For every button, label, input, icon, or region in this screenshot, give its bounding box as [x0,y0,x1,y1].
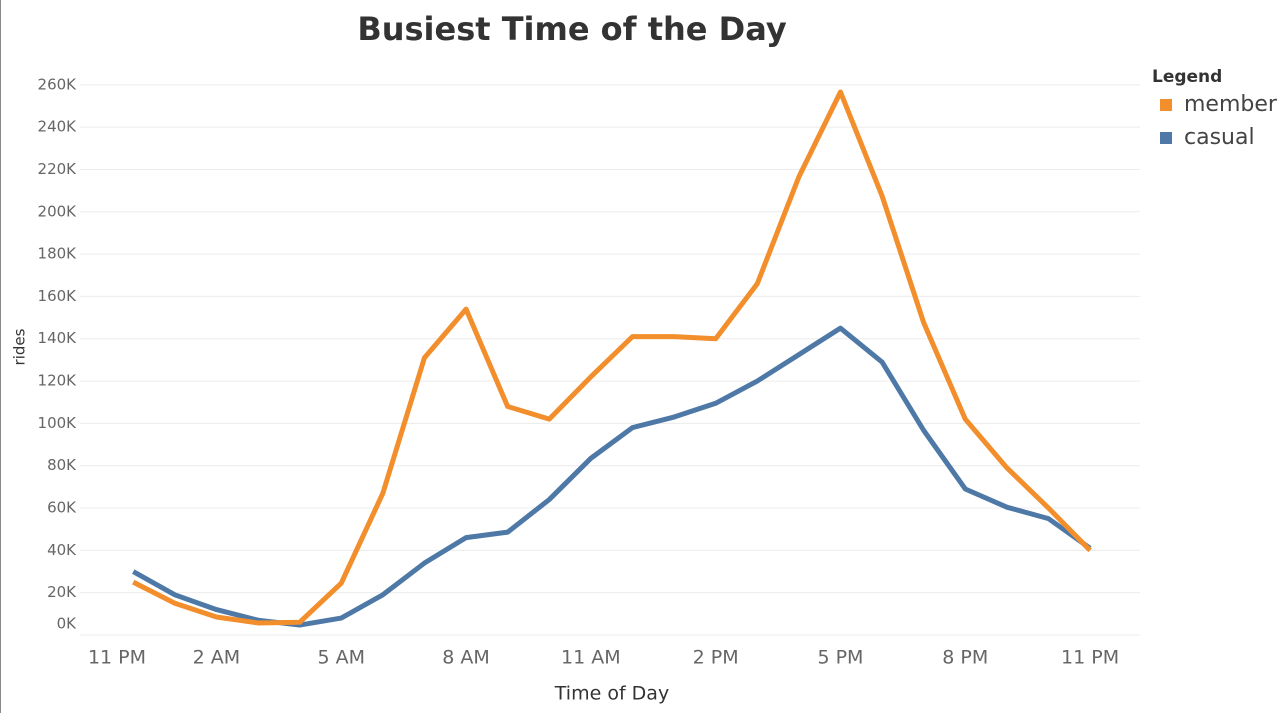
y-tick-label: 160K [38,287,78,305]
y-tick-label: 220K [38,160,78,178]
y-tick-label: 180K [38,245,78,263]
legend-swatch [1160,132,1172,144]
x-tick-label: 11 PM [88,647,146,669]
x-tick-label: 5 AM [317,647,365,669]
x-tick-label: 5 PM [817,647,863,669]
x-tick-label: 8 AM [442,647,490,669]
y-tick-label: 260K [38,75,78,93]
y-tick-label: 100K [38,414,78,432]
y-tick-label: 40K [47,541,77,559]
x-tick-label: 11 PM [1061,647,1119,669]
legend-title: Legend [1152,67,1222,87]
x-tick-label: 11 AM [561,647,621,669]
legend-swatch [1160,99,1172,111]
chart-title: Busiest Time of the Day [357,10,787,48]
legend-label: casual [1184,125,1255,150]
y-axis-label: rides [11,328,29,365]
y-tick-label: 200K [38,202,78,220]
legend-label: member [1184,92,1278,117]
y-tick-label: 240K [38,118,78,136]
x-tick-label: 2 AM [193,647,241,669]
x-tick-label: 2 PM [693,647,739,669]
data-line [132,89,1092,626]
y-tick-label: 0K [57,615,78,633]
y-tick-label: 80K [47,456,77,474]
x-axis-label: Time of Day [554,683,669,705]
y-tick-label: 140K [38,329,78,347]
x-tick-label: 8 PM [942,647,988,669]
y-tick-label: 120K [38,372,78,390]
y-tick-label: 20K [47,583,77,601]
y-tick-label: 60K [47,499,77,517]
